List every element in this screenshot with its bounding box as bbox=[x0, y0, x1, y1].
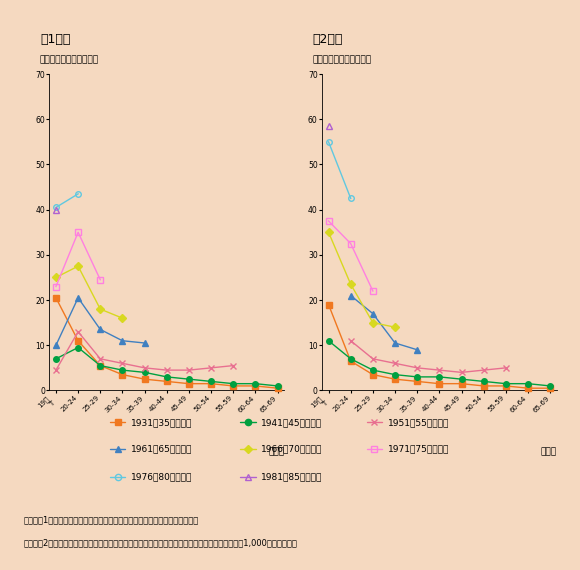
Text: 1966～70年生まれ: 1966～70年生まれ bbox=[261, 445, 322, 453]
Text: 1981～85年生まれ: 1981～85年生まれ bbox=[261, 473, 322, 482]
Text: 1961～65年生まれ: 1961～65年生まれ bbox=[131, 445, 193, 453]
Text: 2．離婚率は、年齢別離婚数（別居した年に届け出たもの）を年齢別有配偶人口で除し、1,000をかけた値。: 2．離婚率は、年齢別離婚数（別居した年に届け出たもの）を年齢別有配偶人口で除し、… bbox=[23, 539, 297, 548]
Text: （1）夫: （1）夫 bbox=[40, 33, 70, 46]
Text: （歳）: （歳） bbox=[268, 447, 284, 457]
Text: 1931～35年生まれ: 1931～35年生まれ bbox=[131, 418, 193, 427]
Text: 1951～55年生まれ: 1951～55年生まれ bbox=[387, 418, 449, 427]
Text: （人口千人あたり：人）: （人口千人あたり：人） bbox=[313, 55, 372, 64]
Text: 1971～75年生まれ: 1971～75年生まれ bbox=[387, 445, 449, 453]
Text: 1976～80年生まれ: 1976～80年生まれ bbox=[131, 473, 193, 482]
Text: （歳）: （歳） bbox=[541, 447, 557, 457]
Text: （人口千人あたり：人）: （人口千人あたり：人） bbox=[40, 55, 99, 64]
Text: （備考）1．厚生労働省「人口動態統計」、総務省「国勢調査」により作成。: （備考）1．厚生労働省「人口動態統計」、総務省「国勢調査」により作成。 bbox=[23, 516, 198, 525]
Text: 1941～45年生まれ: 1941～45年生まれ bbox=[261, 418, 322, 427]
Text: （2）妻: （2）妻 bbox=[313, 33, 343, 46]
